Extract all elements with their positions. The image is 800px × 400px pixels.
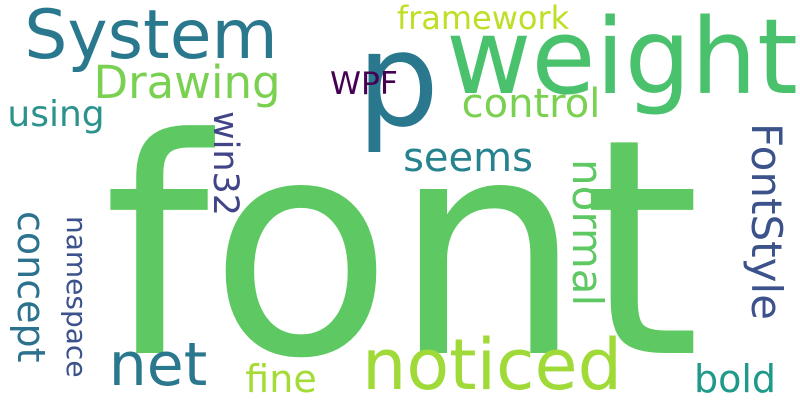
word-namespace: namespace [60,216,93,378]
word-concept: concept [9,211,53,363]
word-control: control [461,81,601,127]
word-fontstyle: FontStyle [742,123,791,320]
word-using: using [7,94,105,135]
word-seems: seems [403,135,533,181]
word-noticed: noticed [361,324,623,400]
word-wpf: WPF [330,66,398,103]
word-win32: win32 [205,111,245,217]
word-framework: framework [396,0,570,37]
word-normal: normal [563,159,612,307]
word-p: p [356,4,440,156]
word-net: net [108,330,208,400]
word-system: System [24,0,278,75]
word-bold: bold [693,357,777,400]
word-drawing: Drawing [93,56,281,109]
word-font: font [103,75,701,400]
word-weight: weight [446,0,798,118]
word-fine: fine [245,357,317,400]
